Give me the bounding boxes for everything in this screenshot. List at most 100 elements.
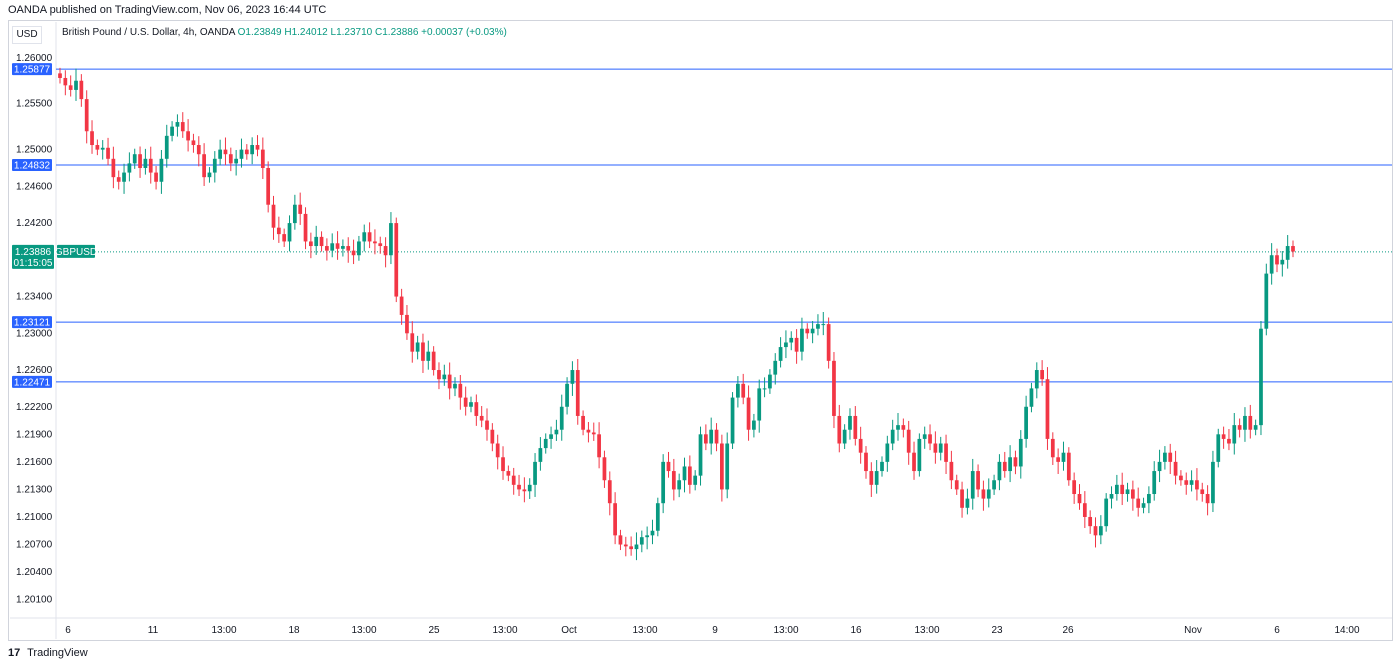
candle-body (986, 489, 991, 499)
candle-body (821, 324, 826, 326)
candle-body (314, 236, 319, 247)
candle-body (479, 415, 484, 421)
candle-body (655, 503, 660, 531)
y-tick-label: 1.20100 (16, 595, 53, 606)
candle-body (330, 243, 335, 251)
candle-body (196, 145, 201, 155)
symbol-description: British Pound / U.S. Dollar, 4h, OANDA (62, 27, 235, 38)
candle-body (752, 420, 756, 430)
candle-body (800, 328, 804, 352)
candle-body (298, 204, 303, 214)
candle-body (367, 232, 372, 242)
candle-body (122, 172, 126, 182)
x-tick-label: 16 (850, 625, 862, 636)
candle-body (341, 246, 345, 249)
high-value: H1.24012 (284, 27, 328, 38)
footer: 17 TradingView (8, 647, 88, 659)
x-tick-label: 13:00 (632, 625, 657, 636)
candle-body (1061, 452, 1066, 462)
candle-body (517, 484, 521, 490)
x-tick-label: 26 (1062, 625, 1074, 636)
candle-body (437, 370, 441, 380)
candle-body (933, 443, 938, 453)
candle-body (720, 443, 724, 490)
candle-body (896, 425, 900, 430)
candle-body (138, 154, 142, 168)
currency-button[interactable]: USD (12, 26, 42, 44)
candle-body (837, 415, 842, 444)
candle-body (784, 342, 788, 348)
candle-body (1002, 461, 1007, 472)
candle-body (495, 443, 500, 458)
candle-body (1237, 425, 1242, 430)
candle-body (890, 429, 895, 444)
candle-body (559, 406, 564, 430)
candle-body (858, 438, 863, 453)
candle-body (960, 489, 964, 508)
candle-body (554, 429, 559, 435)
candle-body (191, 140, 196, 146)
candle-body (816, 324, 820, 329)
symbol-tag-label: GBPUSD (55, 247, 97, 258)
candle-body (1050, 438, 1055, 458)
candle-body (618, 535, 623, 545)
x-tick-label: 13:00 (773, 625, 798, 636)
candle-body (581, 415, 585, 430)
candle-body (212, 158, 217, 173)
candle-body (842, 429, 847, 444)
candle-body (431, 351, 436, 371)
candle-body (148, 158, 153, 173)
y-tick-label: 1.24200 (16, 218, 53, 229)
candle-body (661, 461, 666, 504)
candle-body (394, 223, 399, 297)
candle-body (79, 80, 84, 100)
candle-body (335, 243, 340, 249)
candle-body (976, 471, 980, 490)
x-tick-label: 14:00 (1334, 625, 1359, 636)
candle-body (1200, 489, 1205, 495)
candle-body (389, 223, 393, 256)
y-tick-label: 1.21900 (16, 429, 53, 440)
symbol-tag-box (57, 244, 95, 258)
candle-body (511, 475, 516, 485)
candle-body (1045, 379, 1050, 439)
candle-body (287, 223, 292, 242)
candle-body (426, 351, 431, 361)
current-price-box (12, 244, 54, 269)
x-tick-label: 13:00 (351, 625, 376, 636)
candle-body (63, 77, 68, 86)
candle-body (506, 471, 511, 476)
candle-body (1136, 498, 1141, 508)
chart-frame (8, 20, 1393, 641)
candle-body (1056, 457, 1061, 462)
candle-body (634, 544, 639, 550)
candle-body (501, 457, 505, 472)
candle-body (565, 383, 569, 407)
candle-body (90, 131, 94, 146)
candle-body (1098, 526, 1103, 536)
y-tick-label: 1.22200 (16, 402, 53, 413)
candle-body (1211, 461, 1215, 504)
candle-body (1141, 503, 1146, 508)
candle-body (645, 535, 650, 538)
x-tick-label: Nov (1184, 625, 1202, 636)
candle-body (938, 443, 943, 453)
candle-body (1275, 255, 1279, 265)
candle-body (1163, 452, 1167, 462)
candle-body (1024, 406, 1028, 439)
x-tick-label: 13:00 (492, 625, 517, 636)
candle-body (730, 397, 735, 444)
candle-body (954, 480, 959, 490)
candle-body (100, 147, 105, 150)
candle-body (768, 374, 772, 389)
candle-body (485, 420, 489, 430)
candle-body (421, 342, 425, 361)
candle-body (1029, 388, 1034, 407)
candle-body (127, 163, 132, 173)
candle-body (1147, 494, 1151, 504)
y-tick-label: 1.25000 (16, 145, 53, 156)
y-tick-label: 1.24600 (16, 181, 53, 192)
candle-body (869, 471, 874, 485)
candle-body (757, 388, 762, 421)
